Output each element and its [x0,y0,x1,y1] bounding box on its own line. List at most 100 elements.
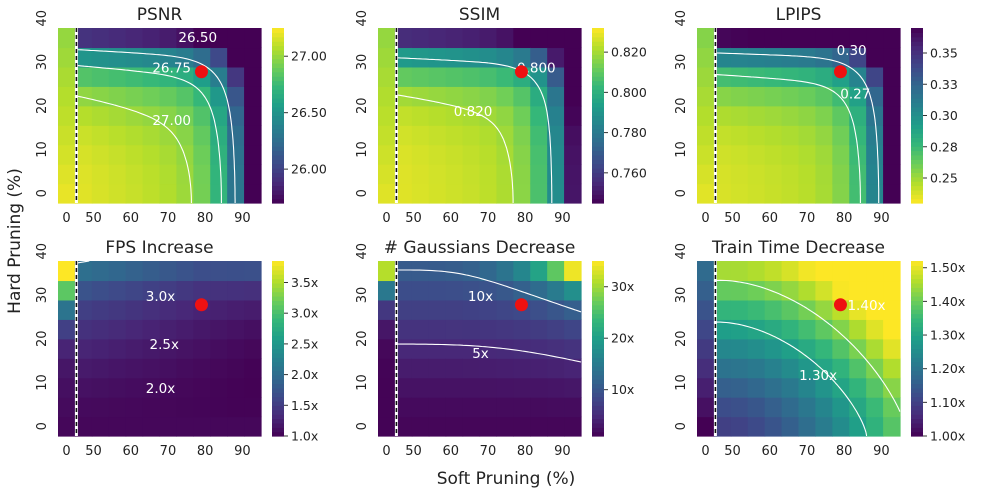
heatmap-cell [394,66,413,87]
colorbar-segment [272,374,284,380]
heatmap-cell [781,319,800,340]
colorbar-segment [911,265,923,271]
heatmap-cell [747,338,766,359]
colorbar-segment [272,119,284,125]
heatmap-cell [91,261,110,282]
colorbar-segment [911,89,923,95]
heatmap-cell [564,377,582,398]
heatmap-cell [815,47,833,68]
heatmap-cell [394,261,413,282]
heatmap-cell [815,144,833,165]
heatmap-cell [462,28,481,49]
heatmap-cell [530,319,548,340]
heatmap-cell [125,397,144,418]
heatmap-cell [697,416,715,437]
colorbar-tick-label: 1.0x [291,429,318,444]
heatmap-cell [74,183,93,204]
heatmap-cell [244,86,262,107]
y-tick-label: 10 [674,141,689,158]
heatmap-cell [730,261,749,282]
heatmap-cell [513,416,531,437]
heatmap-cell [91,397,110,418]
heatmap-cell [764,144,783,165]
heatmap-cell [193,397,211,418]
heatmap-cells [697,261,901,437]
heatmap-cell [159,358,178,379]
heatmap-cell [394,377,413,398]
colorbar-segment [911,32,923,38]
heatmap-cell [564,261,582,282]
colorbar-segment [272,344,284,350]
heatmap-cell [496,66,514,87]
colorbar-segment [911,414,923,420]
colorbar-segment [592,366,604,371]
heatmap-cell [564,397,582,418]
heatmap-cell [244,338,262,359]
heatmap-cell [462,397,481,418]
heatmap-cell [462,319,481,340]
heatmap-cell [815,105,833,126]
colorbar: 1.0x 1.5x 2.0x 2.5x 3.0x 3.5x [272,261,318,444]
heatmap-cell [849,66,867,87]
heatmap-cell [159,416,178,437]
heatmap-cell [74,358,93,379]
colorbar-segment [272,427,284,433]
heatmap-cell [547,86,565,107]
heatmap-cell [244,280,262,301]
heatmap-cell [378,144,396,165]
heatmap-cell [713,358,732,379]
heatmap-cell [176,280,194,301]
heatmap-cell [849,125,867,146]
colorbar-segment [592,274,604,280]
heatmap-cell [445,280,464,301]
heatmap-cell [513,47,531,68]
colorbar-tick-label: 10x [611,382,634,397]
colorbar-segment [911,287,923,293]
heatmap-cell [866,319,884,340]
y-tick-label: 30 [674,287,689,304]
heatmap-cell [74,86,93,107]
colorbar-segment [592,119,604,125]
colorbar-segment [272,58,284,64]
contour-label: 27.00 [152,113,191,129]
heatmap-cell [227,66,245,87]
colorbar-tick-label: 0.780 [611,125,647,140]
heatmap-cell [713,377,732,398]
heatmap-cell [378,105,396,126]
colorbar-segment [911,154,923,160]
x-tick-label: 0 [62,444,70,459]
heatmap-cell [159,319,178,340]
heatmap-cell [176,183,194,204]
selected-config-marker [833,65,847,79]
heatmap-cell [730,183,749,204]
heatmap-cell [378,164,396,185]
heatmap-cell [142,47,161,68]
heatmap-cell [411,397,430,418]
heatmap-cell [747,261,766,282]
y-tick-label: 10 [355,374,370,391]
heatmap-cell [781,299,800,320]
colorbar-segment [592,269,604,275]
heatmap-cell [411,125,430,146]
colorbar-segment [911,71,923,77]
heatmap-cell [479,28,498,49]
heatmap-cell [378,416,396,437]
heatmap-cell [547,105,565,126]
heatmap-cell [697,358,715,379]
colorbar: 0.25 0.28 0.30 0.33 0.35 [911,28,958,204]
heatmap-cell [883,261,901,282]
heatmap-cell [513,86,531,107]
heatmap-cell [462,338,481,359]
heatmap-cell [227,299,245,320]
y-tick-label: 20 [355,331,370,348]
figure-x-label: Soft Pruning (%) [437,469,576,489]
heatmap-cell [125,144,144,165]
colorbar-segment [592,414,604,420]
colorbar-segment [592,98,604,103]
colorbar-segment [592,71,604,77]
heatmap-cell [832,183,850,204]
heatmap-cell [74,28,93,49]
colorbar-segment [272,291,284,297]
